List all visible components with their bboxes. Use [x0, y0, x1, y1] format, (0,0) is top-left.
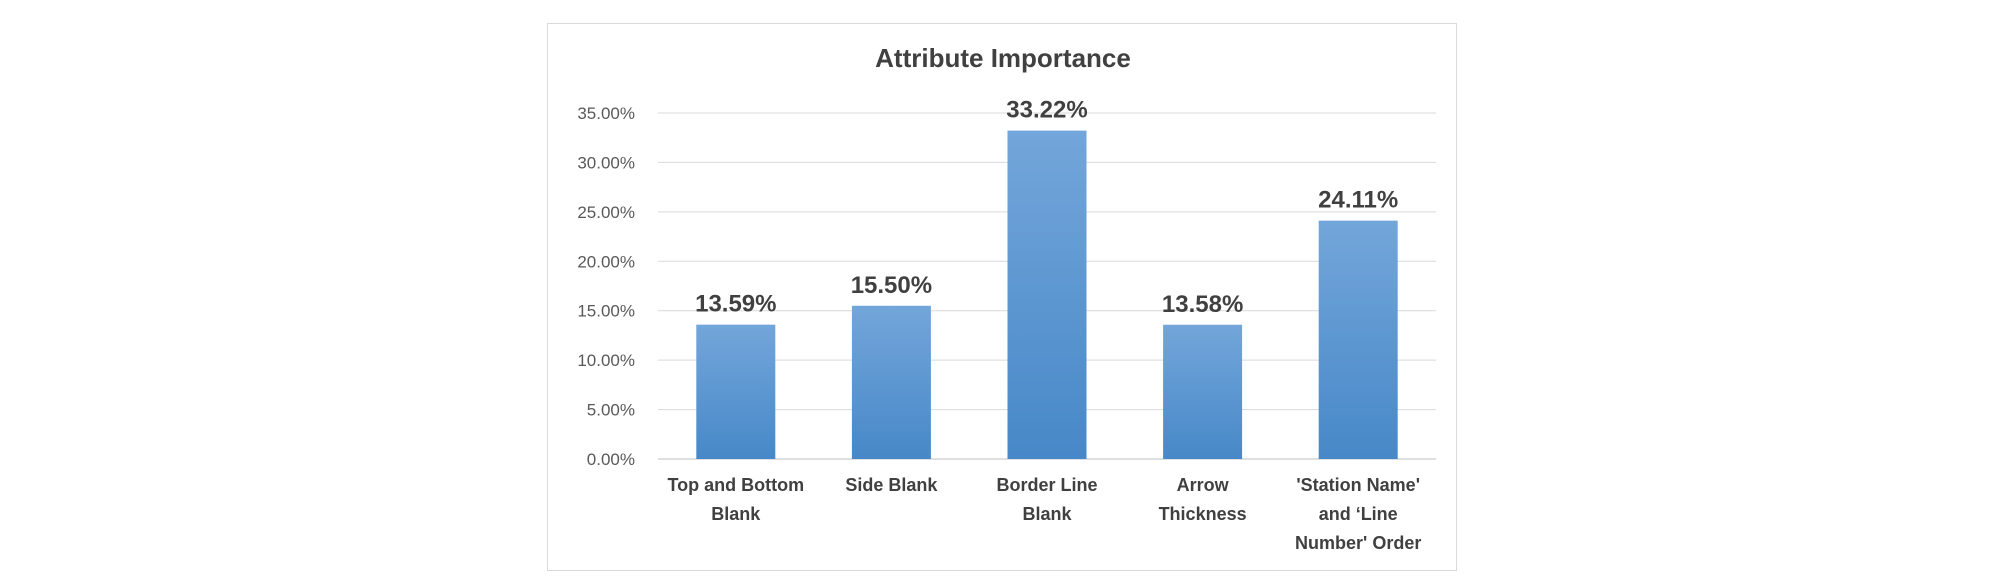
y-tick-label: 25.00% — [577, 203, 635, 222]
data-label: 13.59% — [695, 291, 776, 318]
data-label: 33.22% — [1006, 97, 1087, 124]
x-category-label: Top and Bottom Blank — [667, 475, 804, 524]
bar — [696, 324, 776, 459]
y-tick-label: 35.00% — [577, 104, 635, 123]
y-tick-label: 20.00% — [577, 252, 635, 271]
data-label: 15.50% — [851, 272, 932, 299]
bar — [1318, 220, 1398, 459]
y-tick-label: 5.00% — [587, 401, 635, 420]
bar-chart: Attribute Importance 0.00% 5.00% 10.00% 15.… — [577, 43, 1436, 553]
x-axis-categories: Top and Bottom Blank Side Blank Border Line… — [667, 475, 1421, 553]
data-label: 13.58% — [1162, 291, 1243, 318]
chart-frame: Attribute Importance 0.00% 5.00% 10.00% 15.… — [547, 23, 1457, 571]
data-label: 24.11% — [1318, 187, 1398, 214]
y-tick-label: 10.00% — [577, 351, 635, 370]
bars — [696, 130, 1398, 460]
bar — [1007, 130, 1087, 460]
chart-title: Attribute Importance — [875, 43, 1131, 73]
bar — [1163, 324, 1243, 459]
data-labels: 13.59% 15.50% 33.22% 13.58% 24.11% — [695, 97, 1398, 318]
bar — [851, 305, 931, 459]
x-category-label: Border Line Blank — [996, 475, 1097, 524]
x-category-label: Side Blank — [845, 475, 938, 495]
y-tick-label: 15.00% — [577, 302, 635, 321]
x-category-label: Arrow Thickness — [1159, 475, 1247, 524]
y-tick-label: 0.00% — [587, 450, 635, 469]
y-axis-ticks: 0.00% 5.00% 10.00% 15.00% 20.00% 25.00% 30.00%… — [577, 104, 635, 469]
x-category-label: 'Station Name' and ‘Line Number' Order — [1295, 475, 1421, 553]
y-tick-label: 30.00% — [577, 153, 635, 172]
